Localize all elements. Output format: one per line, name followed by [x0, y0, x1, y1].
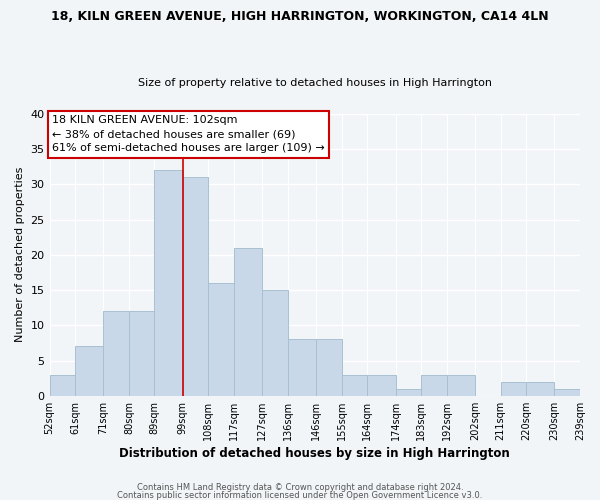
Bar: [75, 346, 103, 396]
Bar: [500, 382, 526, 396]
Bar: [395, 389, 421, 396]
Bar: [183, 177, 208, 396]
Text: 18, KILN GREEN AVENUE, HIGH HARRINGTON, WORKINGTON, CA14 4LN: 18, KILN GREEN AVENUE, HIGH HARRINGTON, …: [51, 10, 549, 23]
Title: Size of property relative to detached houses in High Harrington: Size of property relative to detached ho…: [138, 78, 492, 88]
Text: 18 KILN GREEN AVENUE: 102sqm
← 38% of detached houses are smaller (69)
61% of se: 18 KILN GREEN AVENUE: 102sqm ← 38% of de…: [52, 115, 325, 153]
Text: Contains HM Land Registry data © Crown copyright and database right 2024.: Contains HM Land Registry data © Crown c…: [137, 484, 463, 492]
Bar: [421, 374, 446, 396]
Bar: [367, 374, 395, 396]
Bar: [446, 374, 475, 396]
Bar: [103, 311, 129, 396]
Bar: [342, 374, 367, 396]
Y-axis label: Number of detached properties: Number of detached properties: [15, 167, 25, 342]
Bar: [262, 290, 288, 396]
Bar: [234, 248, 262, 396]
Bar: [316, 340, 342, 396]
Bar: [554, 389, 580, 396]
Bar: [154, 170, 183, 396]
Bar: [129, 311, 154, 396]
Text: Contains public sector information licensed under the Open Government Licence v3: Contains public sector information licen…: [118, 490, 482, 500]
Bar: [526, 382, 554, 396]
Bar: [50, 374, 75, 396]
X-axis label: Distribution of detached houses by size in High Harrington: Distribution of detached houses by size …: [119, 447, 510, 460]
Bar: [208, 283, 234, 396]
Bar: [288, 340, 316, 396]
